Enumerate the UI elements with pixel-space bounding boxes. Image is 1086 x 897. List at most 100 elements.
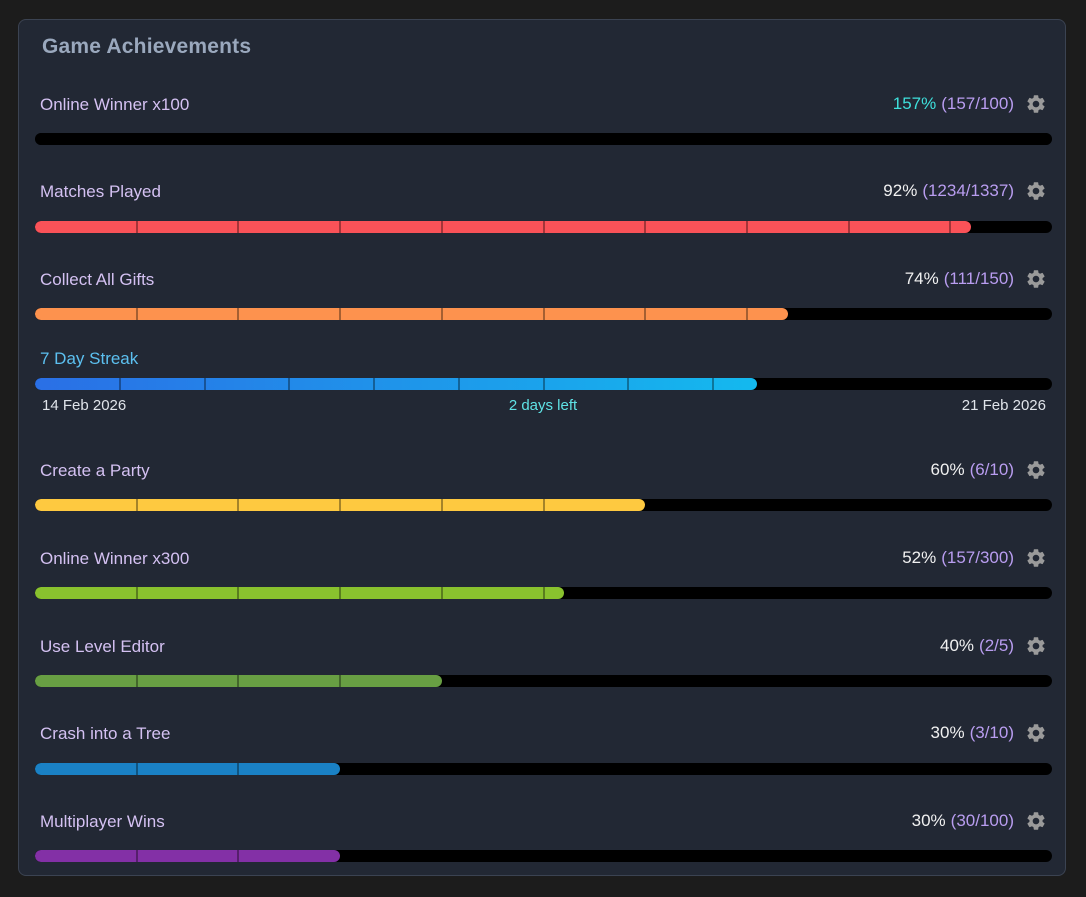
- progress-segment-divider: [712, 378, 714, 390]
- achievement-stats: 30% (30/100): [912, 810, 1047, 832]
- progress-fill: [35, 221, 971, 233]
- achievement-stats: 74% (111/150): [905, 268, 1047, 290]
- progress-segment-divider: [135, 850, 138, 862]
- achievement-name: Create a Party: [40, 461, 150, 480]
- achievement-name: Multiplayer Wins: [40, 812, 165, 831]
- progress-fill: [35, 763, 341, 775]
- progress-fill: [35, 133, 1052, 145]
- progress-fill: [35, 499, 646, 511]
- progress-fill: [35, 308, 788, 320]
- achievement-progress: (6/10): [969, 460, 1014, 479]
- achievement-name: Collect All Gifts: [40, 270, 155, 289]
- progress-segment-divider: [440, 587, 443, 599]
- gear-icon[interactable]: [1025, 459, 1047, 481]
- progress-segment-divider: [237, 763, 240, 775]
- progress-segment-divider: [237, 587, 240, 599]
- progress-segment-divider: [203, 378, 206, 390]
- achievement-progress: (30/100): [950, 811, 1014, 830]
- achievement-stats: 60% (6/10): [931, 459, 1047, 481]
- progress-segment-divider: [542, 499, 545, 511]
- gear-icon[interactable]: [1025, 180, 1047, 202]
- progress-segment-divider: [135, 763, 138, 775]
- progress-segment-divider: [118, 378, 121, 390]
- achievement-percent: 74%: [904, 269, 939, 288]
- progress-segment-divider: [745, 308, 748, 320]
- progress-fill: [35, 850, 341, 862]
- achievement-name: Matches Played: [40, 182, 161, 201]
- streak-name: 7 Day Streak: [40, 349, 139, 368]
- streak-days-left: 2 days left: [508, 397, 578, 414]
- achievement-stats: 30% (3/10): [931, 722, 1047, 744]
- progress-segment-divider: [135, 675, 138, 687]
- progress-segment-divider: [627, 378, 630, 390]
- progress-segment-divider: [339, 499, 342, 511]
- progress-segment-divider: [745, 221, 748, 233]
- achievement-name: Use Level Editor: [40, 637, 165, 656]
- progress-track: [35, 763, 1052, 775]
- progress-segment-divider: [457, 378, 460, 390]
- achievement-percent: 92%: [883, 181, 918, 200]
- achievement-percent: 60%: [930, 460, 965, 479]
- achievement-stats: 92% (1234/1337): [883, 180, 1047, 202]
- progress-segment-divider: [135, 308, 138, 320]
- progress-track: [35, 499, 1052, 511]
- progress-segment-divider: [644, 308, 647, 320]
- achievement-progress: (157/100): [941, 94, 1014, 113]
- progress-track: [35, 850, 1052, 862]
- progress-track: [35, 133, 1052, 145]
- progress-track: [35, 675, 1052, 687]
- progress-segment-divider: [339, 587, 342, 599]
- achievement-stats: 40% (2/5): [940, 635, 1047, 657]
- progress-segment-divider: [440, 308, 443, 320]
- achievement-percent: 40%: [940, 636, 975, 655]
- streak-fill: [35, 378, 758, 390]
- panel-title: Game Achievements: [42, 35, 252, 58]
- achievement-name: Online Winner x300: [40, 549, 190, 568]
- progress-segment-divider: [237, 499, 240, 511]
- achievement-percent: 30%: [911, 811, 946, 830]
- progress-segment-divider: [237, 850, 240, 862]
- achievement-percent: 30%: [930, 723, 965, 742]
- progress-segment-divider: [339, 675, 342, 687]
- streak-end-date: 21 Feb 2026: [961, 397, 1046, 414]
- progress-segment-divider: [339, 221, 342, 233]
- gear-icon[interactable]: [1025, 93, 1047, 115]
- achievement-stats: 52% (157/300): [902, 547, 1047, 569]
- progress-segment-divider: [237, 675, 240, 687]
- progress-segment-divider: [339, 308, 342, 320]
- achievement-stats: 157% (157/100): [893, 93, 1047, 115]
- gear-icon[interactable]: [1025, 810, 1047, 832]
- progress-track: [35, 221, 1052, 233]
- achievement-progress: (3/10): [969, 723, 1014, 742]
- progress-segment-divider: [542, 587, 545, 599]
- progress-segment-divider: [440, 499, 443, 511]
- gear-icon[interactable]: [1025, 268, 1047, 290]
- streak-track: [35, 378, 1052, 390]
- progress-segment-divider: [135, 221, 138, 233]
- progress-segment-divider: [949, 221, 952, 233]
- progress-segment-divider: [237, 308, 240, 320]
- progress-fill: [35, 675, 442, 687]
- progress-segment-divider: [644, 221, 647, 233]
- achievement-progress: (2/5): [979, 636, 1014, 655]
- gear-icon[interactable]: [1025, 635, 1047, 657]
- progress-fill: [35, 587, 564, 599]
- gear-icon[interactable]: [1025, 547, 1047, 569]
- achievement-name: Crash into a Tree: [40, 724, 171, 743]
- achievement-progress: (157/300): [941, 548, 1014, 567]
- progress-segment-divider: [135, 499, 138, 511]
- progress-segment-divider: [847, 221, 850, 233]
- progress-segment-divider: [542, 378, 545, 390]
- progress-segment-divider: [440, 221, 443, 233]
- achievement-progress: (1234/1337): [922, 181, 1014, 200]
- progress-segment-divider: [288, 378, 291, 390]
- progress-segment-divider: [542, 221, 545, 233]
- progress-segment-divider: [237, 221, 240, 233]
- achievement-percent: 157%: [892, 94, 937, 113]
- achievement-percent: 52%: [902, 548, 937, 567]
- progress-track: [35, 308, 1052, 320]
- streak-start-date: 14 Feb 2026: [42, 397, 127, 414]
- achievement-progress: (111/150): [943, 269, 1014, 288]
- achievements-panel: Game Achievements Online Winner x100 157…: [18, 19, 1066, 876]
- gear-icon[interactable]: [1025, 722, 1047, 744]
